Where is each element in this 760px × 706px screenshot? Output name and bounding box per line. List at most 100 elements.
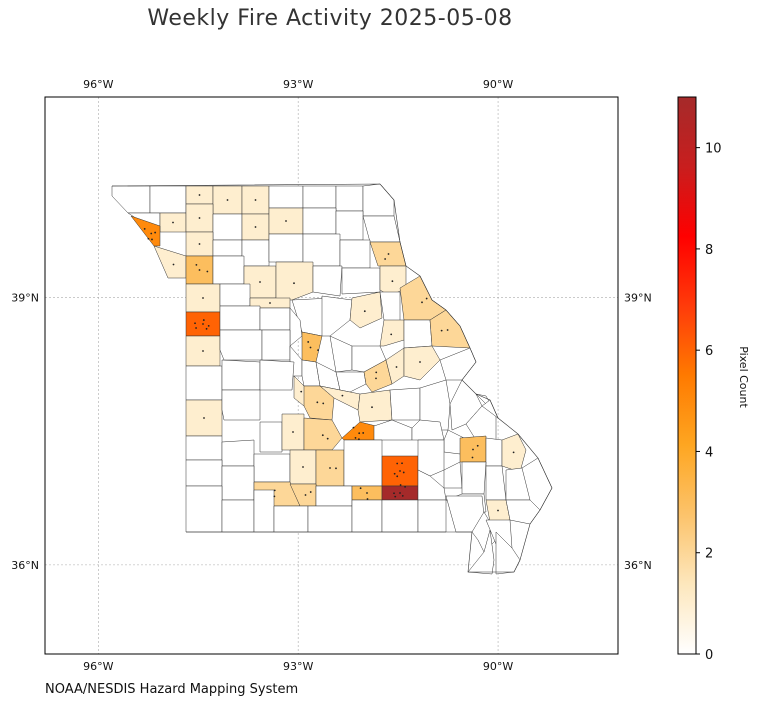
fire-detection-point [341,394,344,397]
lat-tick-label: 39°N [624,292,652,305]
fire-detection-point [269,302,271,304]
lat-ticks-right: 39°N 36°N [624,292,652,572]
fire-detection-point [394,495,397,498]
lat-tick-label: 36°N [624,559,652,572]
county-wright [411,419,445,441]
county-maries [439,347,477,381]
county-bates [379,319,405,347]
fire-detection-point [399,492,401,494]
county-ozark [315,485,353,507]
colorbar-tick-label: 4 [705,445,713,460]
fire-detection-point [198,269,201,271]
fire-detection-point [195,263,198,266]
footer-source: NOAA/NESDIS Hazard Mapping System [45,682,299,697]
county-monroe [341,267,381,295]
county-shelby [339,239,371,269]
county-chariton [275,261,314,301]
county-henry [403,319,433,349]
county-franklin [221,359,261,391]
fire-detection-point [316,401,319,404]
fire-detection-point [293,282,295,285]
fire-detection-point [421,301,423,304]
county-perry [259,421,283,453]
fire-detection-point [476,444,479,447]
fire-detection-point [321,434,324,437]
chart-title: Weekly Fire Activity 2025-05-08 [147,6,513,31]
county-newton [343,439,383,487]
missouri-boundary [111,183,553,573]
county-new-madrid [417,469,447,501]
fire-detection-point [396,475,399,478]
lon-ticks-bottom: 96°W 93°W 90°W [83,660,513,673]
fire-detection-point [203,417,205,419]
fire-detection-point [151,238,153,241]
county-putnam [268,185,304,209]
county-camden [403,345,441,381]
county-buchanan [130,215,161,247]
county-carter [485,465,507,501]
fire-detection-point [375,371,378,374]
county-osage [261,329,291,361]
fire-detection-point [202,297,204,299]
county-ste-genevieve [221,389,261,421]
lon-tick-label: 90°W [483,660,513,673]
fire-detection-point [471,456,474,459]
state-outline [111,183,553,573]
lat-ticks-left: 39°N 36°N [11,292,39,572]
county-county [221,499,255,533]
county-clark [362,183,395,217]
fire-detection-point [387,253,390,255]
fire-detection-point [300,390,303,393]
fire-detection-point [202,323,204,325]
county-mcdonald [221,465,255,501]
county-platte [153,245,187,279]
county-linn [268,233,304,263]
county-wayne [253,453,291,483]
county-vernon [335,371,367,393]
fire-detection-point [399,484,402,486]
county-nodaway [149,185,187,214]
county-lewis [362,215,401,243]
lon-tick-label: 96°W [83,660,113,673]
fire-detection-point [292,431,294,433]
fire-detection-point [150,232,153,235]
fire-detection-point [254,199,257,201]
fire-detection-point [198,217,201,219]
lon-tick-label: 96°W [83,78,113,91]
county-county [351,499,383,533]
fire-detection-point [226,199,229,201]
fire-detection-point [285,220,287,222]
county-pike [379,291,401,323]
fire-detection-point [198,194,201,196]
fire-detection-point [401,494,404,497]
county-atchison [111,185,151,214]
fire-detection-point [254,226,257,228]
county-cooper [259,307,291,331]
county-county [307,505,353,533]
fire-detections [143,194,515,512]
fire-detection-point [335,467,337,470]
fire-detection-point [202,350,204,352]
county-miller [219,329,263,361]
fire-detection-point [384,258,387,260]
county-madison [221,439,255,467]
fire-detection-point [273,489,276,492]
lat-tick-label: 36°N [11,559,39,572]
county-audrain [349,291,383,329]
county-greene [341,421,377,441]
fire-detection-point [322,402,325,405]
colorbar-tick-label: 6 [705,344,713,359]
fire-detection-point [359,487,362,490]
county-scott [185,459,223,487]
fire-detection-point [371,406,373,409]
fire-detection-point [391,280,394,283]
fire-detection-point [205,327,208,330]
fire-detection-point [363,310,366,313]
fire-detection-point [273,495,276,498]
fire-detection-point [390,333,393,336]
fire-detection-point [326,437,329,440]
fire-detection-point [354,437,357,439]
county-webster [373,419,413,441]
fire-detection-point [396,462,399,465]
